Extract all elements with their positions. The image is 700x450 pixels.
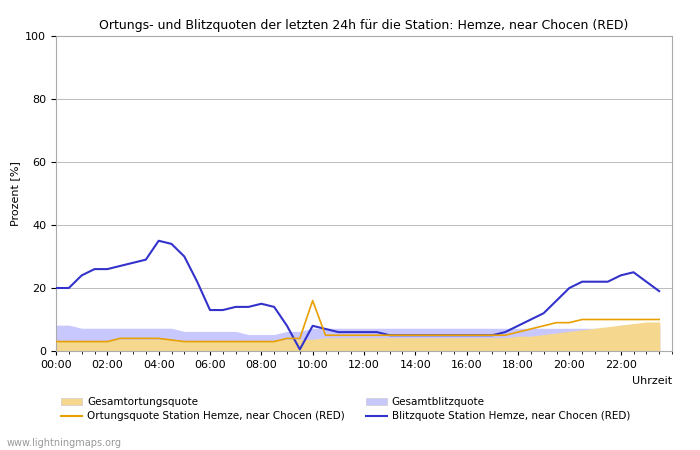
- Text: www.lightningmaps.org: www.lightningmaps.org: [7, 438, 122, 448]
- Legend: Gesamtortungsquote, Ortungsquote Station Hemze, near Chocen (RED), Gesamtblitzqu: Gesamtortungsquote, Ortungsquote Station…: [61, 397, 630, 421]
- Title: Ortungs- und Blitzquoten der letzten 24h für die Station: Hemze, near Chocen (RE: Ortungs- und Blitzquoten der letzten 24h…: [99, 19, 629, 32]
- Y-axis label: Prozent [%]: Prozent [%]: [10, 161, 20, 226]
- Text: Uhrzeit: Uhrzeit: [632, 376, 672, 386]
